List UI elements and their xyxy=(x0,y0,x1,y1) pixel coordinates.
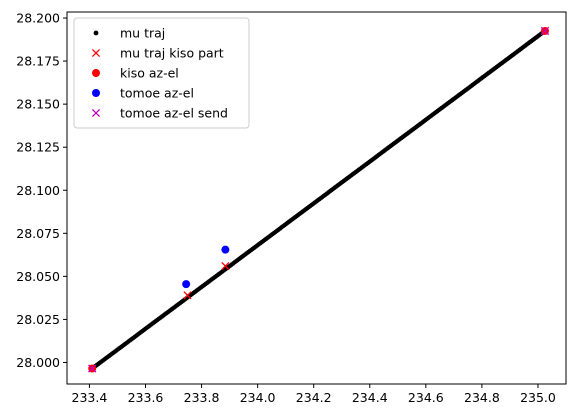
legend-item: mu traj xyxy=(93,26,165,41)
y-tick-label: 28.200 xyxy=(16,11,60,26)
legend: mu traj mu traj kiso part kiso az-el tomoe … xyxy=(73,17,250,129)
legend-label: kiso az-el xyxy=(120,66,179,81)
legend-marker xyxy=(91,108,101,118)
legend-marker xyxy=(91,48,101,58)
data-layer xyxy=(88,26,550,373)
series-tomoe-az-el xyxy=(182,245,230,289)
y-tick-label: 28.075 xyxy=(16,226,60,241)
x-tick-label: 235.0 xyxy=(520,390,556,405)
legend-marker xyxy=(93,30,99,36)
series-tomoe-az-el-send xyxy=(88,26,550,373)
legend-label: mu traj kiso part xyxy=(120,46,224,61)
legend-label: tomoe az-el send xyxy=(120,106,228,121)
data-point xyxy=(183,291,192,300)
data-point xyxy=(182,280,191,289)
legend-item: mu traj kiso part xyxy=(91,46,224,61)
x-tick-label: 233.8 xyxy=(184,390,220,405)
x-tick-label: 234.8 xyxy=(464,390,500,405)
legend-label: tomoe az-el xyxy=(120,86,194,101)
y-tick-label: 28.025 xyxy=(16,312,60,327)
x-tick-label: 234.0 xyxy=(240,390,276,405)
legend-marker xyxy=(92,69,100,77)
legend-label: mu traj xyxy=(120,26,165,41)
legend-marker xyxy=(92,89,100,97)
y-tick-label: 28.175 xyxy=(16,54,60,69)
x-tick-label: 234.2 xyxy=(296,390,332,405)
data-point xyxy=(221,261,230,271)
y-tick-label: 28.050 xyxy=(16,269,60,284)
y-tick-label: 28.125 xyxy=(16,140,60,155)
y-tick-label: 28.100 xyxy=(16,183,60,198)
plot-frame xyxy=(66,11,567,385)
legend-item: kiso az-el xyxy=(92,66,179,81)
legend-item: tomoe az-el xyxy=(92,86,194,101)
legend-item: tomoe az-el send xyxy=(91,106,228,121)
y-tick-label: 28.000 xyxy=(16,355,60,370)
data-point xyxy=(540,26,550,36)
x-tick-label: 234.6 xyxy=(408,390,444,405)
y-tick-label: 28.150 xyxy=(16,97,60,112)
data-point xyxy=(221,245,230,254)
legend-box xyxy=(73,17,250,129)
data-point xyxy=(88,364,97,373)
x-tick-label: 233.4 xyxy=(72,390,108,405)
y-axis: 28.000 28.025 28.050 28.075 28.100 28.125 28.1… xyxy=(16,11,67,370)
x-tick-label: 233.6 xyxy=(128,390,164,405)
x-axis: 233.4 233.6 233.8 234.0 234.2 234.4 234.6 234.8… xyxy=(72,384,556,405)
x-tick-label: 234.4 xyxy=(352,390,388,405)
